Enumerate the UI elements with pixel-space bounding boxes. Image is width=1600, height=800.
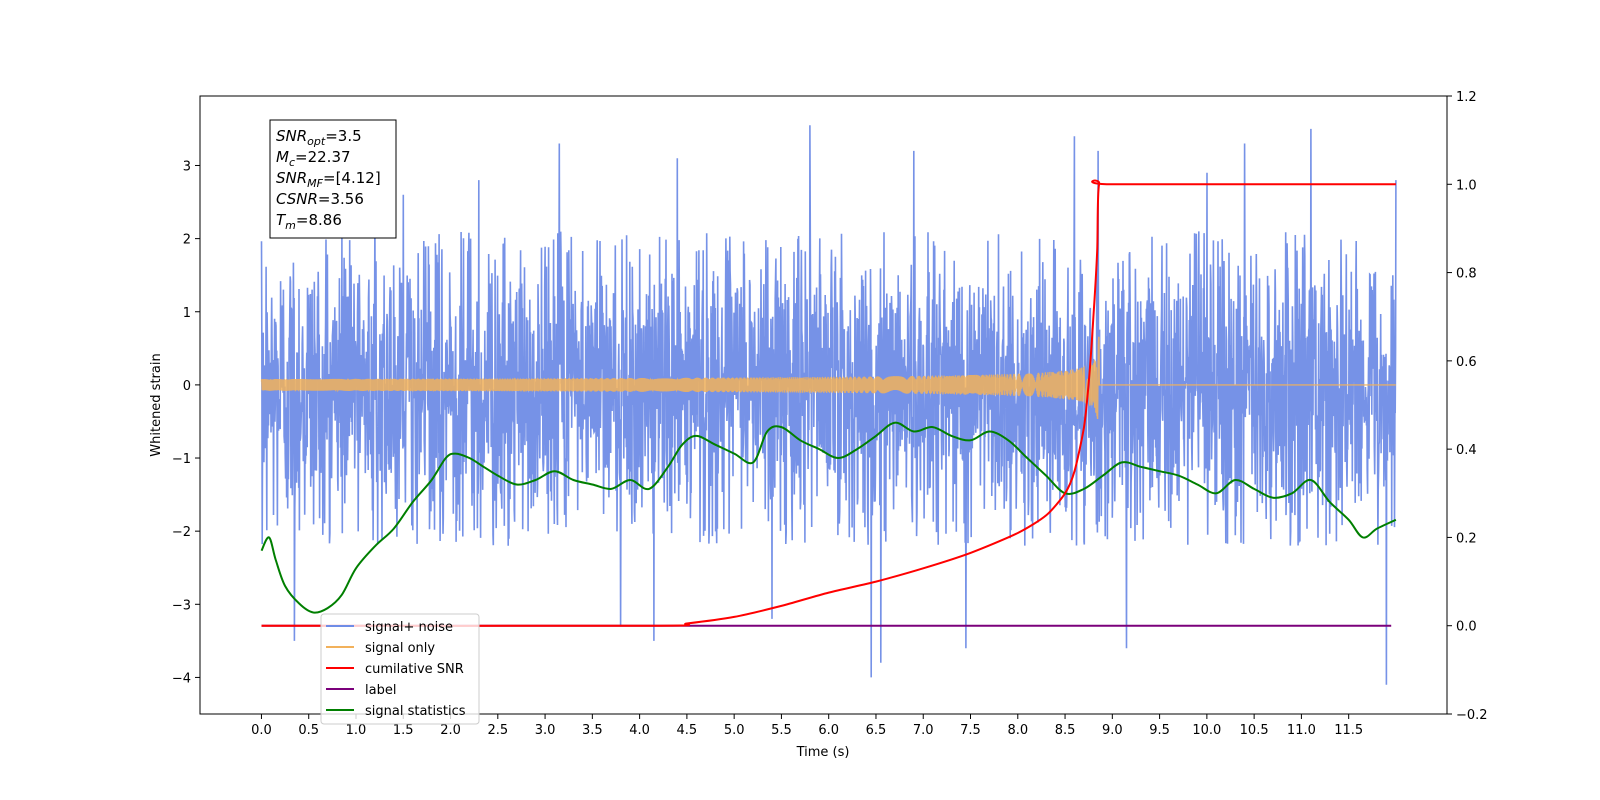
annotation-box-frame — [269, 119, 397, 239]
x-tick-label: 1.5 — [393, 723, 414, 738]
annotation-symbol: SNR — [276, 127, 307, 145]
axes-frame — [199, 95, 1448, 715]
annotation-line: CSNR=3.56 — [276, 190, 364, 208]
y-axis-right: 1.2 1.0 0.8 0.6 0.4 0.2 0.0 −0.2 — [1447, 90, 1488, 723]
y2-tick-label: 0.0 — [1456, 620, 1477, 635]
x-tick-label: 11.5 — [1334, 723, 1363, 738]
x-tick-label: 7.5 — [960, 723, 981, 738]
legend-frame — [320, 613, 480, 725]
y2-tick-label: 0.8 — [1456, 267, 1477, 282]
x-tick-label: 4.5 — [677, 723, 698, 738]
annotation-value: =[4.12] — [323, 169, 381, 187]
y-tick-label: 0 — [183, 379, 191, 394]
legend-entry-label: signal only — [365, 641, 435, 656]
annotation-subscript: m — [285, 219, 296, 232]
annotation-value: =22.37 — [295, 148, 351, 166]
x-tick-label: 3.5 — [582, 723, 603, 738]
annotation-value: =3.56 — [318, 190, 364, 208]
legend-entry-label: cumilative SNR — [365, 662, 464, 677]
annotation-line: SNRopt=3.5 — [276, 127, 362, 148]
x-tick-label: 6.0 — [818, 723, 839, 738]
legend-entry-label: signal statistics — [365, 704, 466, 719]
y-tick-label: −1 — [172, 452, 191, 467]
x-tick-label: 11.0 — [1287, 723, 1316, 738]
y-tick-label: −4 — [172, 671, 191, 686]
y2-tick-label: −0.2 — [1456, 708, 1488, 723]
x-tick-label: 5.0 — [724, 723, 745, 738]
y2-tick-label: 1.2 — [1456, 90, 1477, 105]
annotation-value: =8.86 — [296, 211, 342, 229]
x-tick-label: 10.0 — [1192, 723, 1221, 738]
y-tick-label: −2 — [172, 525, 191, 540]
y2-tick-label: 0.4 — [1456, 443, 1477, 458]
y-tick-label: 1 — [183, 306, 191, 321]
annotation-symbol: SNR — [276, 169, 307, 187]
x-tick-label: 7.0 — [913, 723, 934, 738]
y-axis-label: Whitened strain — [149, 353, 164, 456]
x-tick-label: 9.5 — [1149, 723, 1170, 738]
x-tick-label: 9.0 — [1102, 723, 1123, 738]
annotation-symbol: CSNR — [276, 190, 318, 208]
x-tick-label: 2.0 — [440, 723, 461, 738]
x-tick-label: 8.5 — [1055, 723, 1076, 738]
x-tick-label: 5.5 — [771, 723, 792, 738]
x-tick-label: 10.5 — [1240, 723, 1269, 738]
y2-tick-label: 0.6 — [1456, 355, 1477, 370]
y-tick-label: 2 — [183, 233, 191, 248]
annotation-subscript: MF — [307, 177, 323, 190]
annotation-line: SNRMF=[4.12] — [276, 169, 381, 190]
x-axis: 0.0 0.5 1.0 1.5 2.0 2.5 3.0 3.5 4.0 4.5 5.0 5.5 6.0 6… — [251, 714, 1363, 738]
legend-entry-label: signal+ noise — [365, 620, 453, 635]
x-tick-label: 8.0 — [1007, 723, 1028, 738]
x-axis-label: Time (s) — [796, 745, 850, 760]
stats-annotation-box: SNRopt=3.5Mc=22.37SNRMF=[4.12]CSNR=3.56T… — [269, 119, 397, 239]
annotation-subscript: c — [289, 156, 295, 169]
y-tick-label: −3 — [172, 598, 191, 613]
annotation-symbol: T — [276, 211, 287, 229]
annotation-line: Tm=8.86 — [276, 211, 342, 232]
y2-tick-label: 1.0 — [1456, 178, 1477, 193]
annotation-symbol: M — [276, 148, 289, 166]
legend-entry-label: label — [365, 683, 396, 698]
legend: signal+ noise signal only cumilative SNR la… — [320, 613, 480, 725]
x-tick-label: 0.0 — [251, 723, 272, 738]
y-tick-label: 3 — [183, 159, 191, 174]
series-signal-only-line — [260, 336, 1396, 420]
annotation-value: =3.5 — [325, 127, 361, 145]
y2-tick-label: 0.2 — [1456, 531, 1477, 546]
annotation-line: Mc=22.37 — [276, 148, 351, 169]
series-signal-statistics-line — [260, 421, 1397, 614]
series-signal-plus-noise-line — [260, 125, 1397, 685]
x-tick-label: 6.5 — [866, 723, 887, 738]
x-tick-label: 2.5 — [487, 723, 508, 738]
x-tick-label: 3.0 — [535, 723, 556, 738]
x-tick-label: 0.5 — [298, 723, 319, 738]
x-tick-label: 4.0 — [629, 723, 650, 738]
x-tick-label: 1.0 — [346, 723, 367, 738]
y-axis-left: 3 2 1 0 −1 −2 −3 −4 — [172, 159, 200, 686]
series-cumulative-snr-line — [261, 179, 1396, 627]
annotation-subscript: opt — [307, 135, 326, 148]
